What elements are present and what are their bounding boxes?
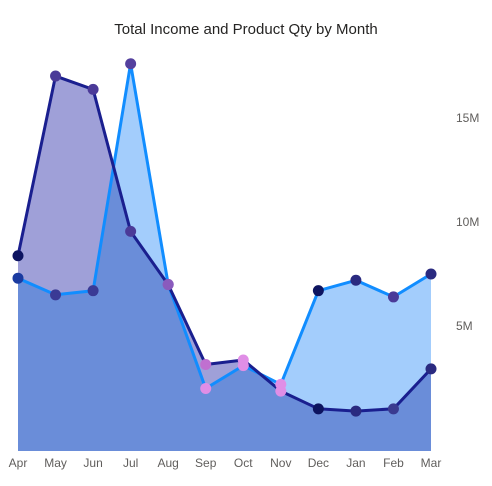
series-2-point (200, 383, 212, 395)
series-2-line (17, 62, 432, 390)
x-tick-label: Sep (195, 456, 217, 470)
x-tick-label: Jul (123, 456, 138, 470)
x-tick-label: May (44, 456, 67, 470)
series-2-point (387, 291, 399, 303)
series-1-point (125, 225, 137, 237)
x-tick-label: Apr (9, 456, 28, 470)
x-tick-label: Feb (383, 456, 404, 470)
x-tick-label: Jun (83, 456, 102, 470)
chart-title: Total Income and Product Qty by Month (114, 21, 378, 38)
x-tick-label: Nov (270, 456, 291, 470)
series-2-point (50, 289, 62, 301)
series-1-point (275, 385, 287, 397)
x-tick-label: Aug (158, 456, 179, 470)
series-2-point (425, 268, 437, 280)
series-2-point (350, 274, 362, 286)
series-1-point (425, 363, 437, 375)
series-2-point (12, 272, 24, 284)
x-tick-label: Dec (308, 456, 329, 470)
series-2-point (125, 58, 137, 70)
x-tick-label: Jan (346, 456, 365, 470)
series-1-point (237, 354, 249, 366)
series-1-point (350, 405, 362, 417)
y-tick-label: 10M (456, 215, 479, 229)
series-1-line (16, 74, 433, 413)
series-1-point (50, 70, 62, 82)
y-tick-label: 15M (456, 111, 479, 125)
series-1-point (312, 403, 324, 415)
series-1-point (387, 403, 399, 415)
x-tick-label: Mar (421, 456, 442, 470)
series-1-point (87, 83, 99, 95)
series-1-point (200, 358, 212, 370)
series-1-point (162, 279, 174, 291)
x-tick-label: Oct (234, 456, 253, 470)
series-1-point (12, 250, 24, 262)
y-tick-label: 5M (456, 319, 473, 333)
series-2-point (312, 285, 324, 297)
series-2-point (87, 285, 99, 297)
overlap-area (18, 166, 431, 452)
